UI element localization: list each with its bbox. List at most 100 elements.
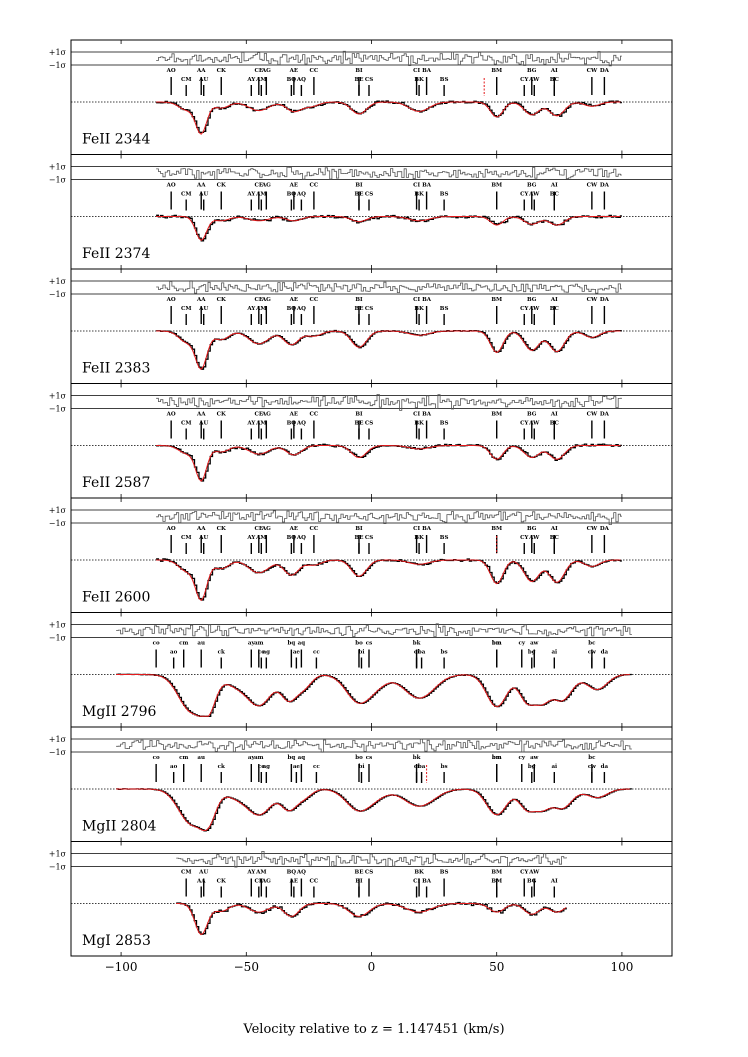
component-label-ao: AO: [166, 412, 176, 418]
component-label-ay: AY: [246, 192, 255, 198]
minus-sigma-label: −1σ: [49, 634, 67, 643]
component-label-aq: AQ: [296, 421, 306, 427]
component-label-da: da: [601, 764, 609, 770]
component-label-cc: cc: [313, 764, 320, 770]
component-label-aa: AA: [196, 412, 206, 418]
component-label-am: AM: [255, 192, 266, 198]
component-label-cy: CY: [520, 306, 528, 312]
component-label-ci: CI: [413, 183, 420, 189]
component-label-aw: AW: [528, 77, 540, 83]
component-label-cc: CC: [310, 526, 319, 532]
component-label-ba: BA: [422, 526, 432, 532]
component-label-bc: BC: [550, 535, 560, 541]
component-label-am: am: [254, 641, 264, 647]
component-label-ae: ae: [293, 764, 301, 770]
component-label-aq: AQ: [296, 535, 306, 541]
component-label-bq: bq: [288, 755, 296, 761]
minus-sigma-label: −1σ: [49, 519, 67, 528]
component-label-ck: CK: [217, 412, 226, 418]
component-label-bs: bs: [441, 650, 448, 656]
component-label-bm: bm: [492, 641, 502, 647]
component-label-ag: AG: [261, 879, 271, 885]
component-label-cc: CC: [310, 412, 319, 418]
component-label-ba: ba: [418, 764, 426, 770]
component-label-ay: AY: [246, 77, 255, 83]
data-series: [156, 100, 622, 134]
x-axis: −100 −50 0 50 100: [105, 960, 634, 974]
component-label-aw: AW: [528, 192, 540, 198]
component-label-da: DA: [600, 412, 610, 418]
component-label-bg: BG: [527, 297, 537, 303]
component-label-bc: bc: [588, 641, 596, 647]
component-label-ce: CE: [255, 297, 264, 303]
component-label-bi: bi: [359, 764, 365, 770]
component-label-cs: CS: [365, 421, 373, 427]
plus-sigma-label: +1σ: [49, 621, 67, 630]
component-label-be: BE: [355, 192, 364, 198]
component-label-bq: BQ: [287, 421, 297, 427]
component-label-ay: AY: [246, 306, 255, 312]
component-label-bc: bc: [588, 755, 596, 761]
component-label-ao: ao: [170, 764, 178, 770]
component-label-am: AM: [255, 870, 266, 876]
component-label-bi: bi: [359, 650, 365, 656]
component-label-am: am: [254, 755, 264, 761]
component-label-ay: ay: [248, 755, 256, 761]
component-label-ao: ao: [170, 650, 178, 656]
component-label-bg: BG: [527, 68, 537, 74]
panel-frame: [70, 841, 673, 957]
component-label-bi: BI: [355, 183, 363, 189]
component-label-bk: bk: [413, 641, 421, 647]
component-label-ag: AG: [261, 526, 271, 532]
component-label-ba: BA: [422, 412, 432, 418]
plus-sigma-label: +1σ: [49, 163, 67, 172]
component-label-cs: CS: [365, 870, 373, 876]
component-label-ag: ag: [263, 650, 271, 656]
component-label-cy: CY: [520, 535, 528, 541]
component-label-ci: ci: [414, 650, 419, 656]
component-label-bm: bm: [492, 755, 502, 761]
residual-series: [176, 851, 567, 868]
data-series: [176, 901, 567, 935]
model-series: [156, 559, 621, 602]
component-label-au: au: [197, 641, 205, 647]
model-series: [176, 903, 567, 936]
component-label-bm: BM: [491, 412, 502, 418]
component-label-au: AU: [198, 306, 208, 312]
component-label-ba: BA: [422, 68, 432, 74]
component-label-cm: cm: [179, 755, 188, 761]
component-label-am: AM: [255, 421, 266, 427]
component-label-bk: bk: [413, 755, 421, 761]
component-label-bc: BC: [550, 306, 560, 312]
component-label-cy: CY: [520, 192, 528, 198]
component-label-ao: AO: [166, 68, 176, 74]
component-label-bq: bq: [288, 641, 296, 647]
component-label-bg: bg: [528, 764, 536, 770]
component-label-au: AU: [198, 535, 208, 541]
component-label-cc: CC: [310, 297, 319, 303]
component-label-bk: BK: [414, 77, 424, 83]
residual-series: [156, 510, 622, 525]
model-series: [116, 788, 630, 832]
component-label-cc: CC: [310, 183, 319, 189]
minus-sigma-label: −1σ: [49, 748, 67, 757]
component-label-aq: aq: [298, 755, 306, 761]
component-label-ai: AI: [550, 879, 558, 885]
component-label-ci: CI: [413, 412, 420, 418]
component-label-bi: BI: [355, 412, 363, 418]
component-label-bm: BM: [491, 183, 502, 189]
component-label-ck: CK: [217, 183, 226, 189]
component-label-cw: CW: [587, 297, 598, 303]
component-label-bq: BQ: [287, 535, 297, 541]
component-label-bg: BG: [527, 879, 537, 885]
component-label-ai: AI: [550, 412, 558, 418]
component-label-au: AU: [198, 192, 208, 198]
component-label-aq: AQ: [296, 870, 306, 876]
component-label-cc: CC: [310, 68, 319, 74]
component-label-ay: AY: [246, 870, 255, 876]
panel-mgi-2853: +1σ −1σ CM AU AY AM BQ AQ BE CS BK BS CY AW BM AA CK CEAG…: [49, 841, 673, 957]
component-label-ce: CE: [255, 526, 264, 532]
component-label-cy: CY: [520, 870, 528, 876]
